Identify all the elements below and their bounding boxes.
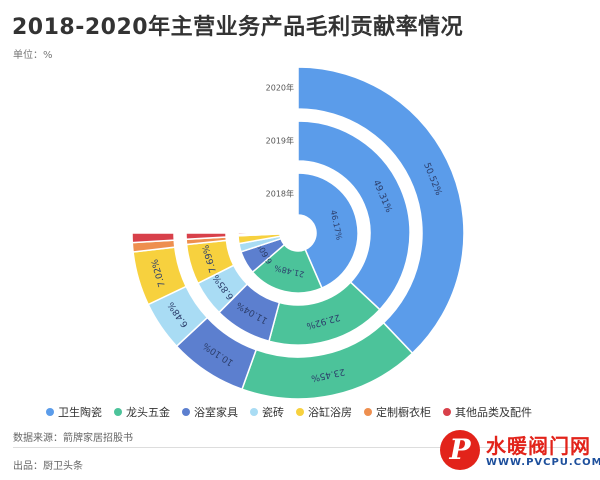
legend-item: 浴室家具 <box>182 404 238 420</box>
logo-mark: P <box>440 430 480 470</box>
legend-swatch <box>114 408 122 416</box>
legend-label: 浴缸浴房 <box>308 406 352 419</box>
legend-swatch <box>46 408 54 416</box>
legend-swatch <box>296 408 304 416</box>
provider-credit: 出品：厨卫头条 <box>13 461 83 472</box>
watermark-logo: P 水暖阀门网 WWW.PVCPU.COM <box>440 428 600 472</box>
legend-label: 其他品类及配件 <box>455 406 532 419</box>
legend-label: 瓷砖 <box>262 406 284 419</box>
data-source: 数据来源：箭牌家居招股书 <box>13 433 133 444</box>
legend-item: 龙头五金 <box>114 404 170 420</box>
year-label: 2018年 <box>266 189 294 199</box>
ring-segment <box>297 172 359 290</box>
legend-item: 卫生陶瓷 <box>46 404 102 420</box>
ring-segment <box>297 120 411 311</box>
legend-item: 其他品类及配件 <box>443 404 532 420</box>
legend-label: 浴室家具 <box>194 406 238 419</box>
ring-segment <box>297 66 465 355</box>
logo-text: 水暖阀门网 <box>486 434 591 458</box>
legend-label: 定制橱衣柜 <box>376 406 431 419</box>
legend-label: 卫生陶瓷 <box>58 406 102 419</box>
ring-segment <box>251 243 323 294</box>
ring-segment <box>131 232 176 244</box>
legend-swatch <box>182 408 190 416</box>
legend-label: 龙头五金 <box>126 406 170 419</box>
legend-item: 浴缸浴房 <box>296 404 352 420</box>
legend-swatch <box>250 408 258 416</box>
year-label: 2019年 <box>266 136 294 146</box>
chart-title: 2018-2020年主营业务产品毛利贡献率情况 <box>12 15 464 40</box>
legend-swatch <box>443 408 451 416</box>
footer-divider <box>13 447 587 448</box>
unit-label: 单位：% <box>13 50 53 61</box>
legend-item: 瓷砖 <box>250 404 284 420</box>
year-label: 2020年 <box>266 83 294 93</box>
ring-segment <box>237 232 281 236</box>
legend: 卫生陶瓷 龙头五金 浴室家具 瓷砖 浴缸浴房 定制橱衣柜 其他品类及配件 <box>46 404 532 420</box>
ring-chart: 46.17%21.48%6.60%2018年 49.31%22.92%11.04%… <box>131 66 465 400</box>
logo-url: WWW.PVCPU.COM <box>486 457 600 468</box>
ring-segment <box>185 232 227 241</box>
legend-item: 定制橱衣柜 <box>364 404 431 420</box>
legend-swatch <box>364 408 372 416</box>
